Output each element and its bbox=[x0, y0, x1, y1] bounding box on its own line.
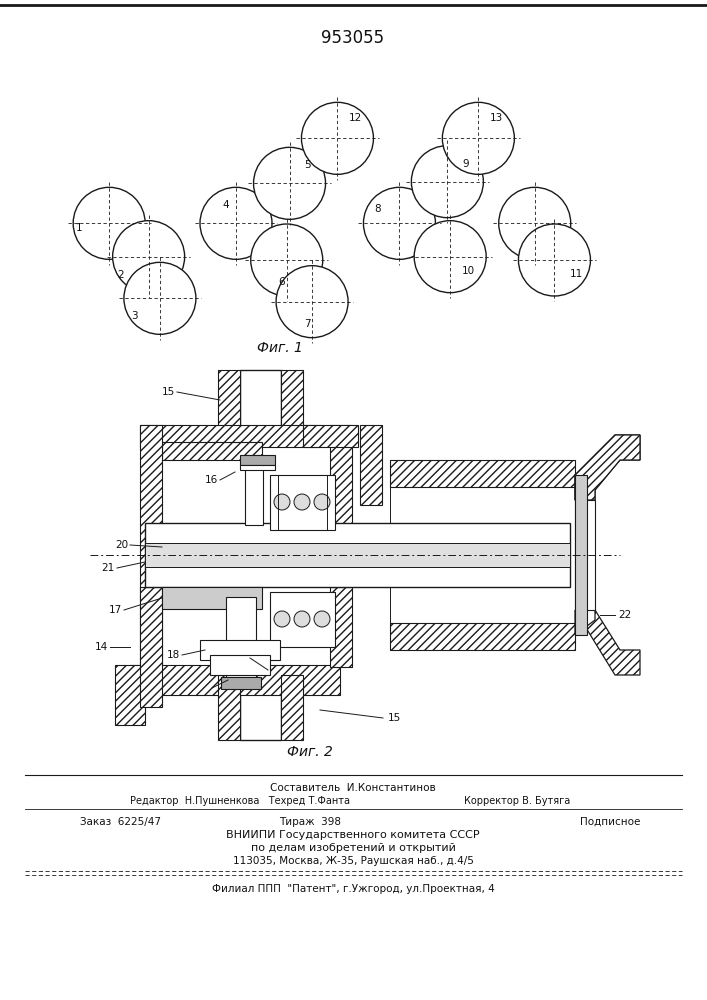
Circle shape bbox=[518, 224, 590, 296]
Text: 3,7,11,: 3,7,11, bbox=[270, 666, 301, 674]
Bar bbox=[221, 677, 261, 689]
Bar bbox=[390, 623, 575, 650]
Text: 17: 17 bbox=[109, 605, 122, 615]
Circle shape bbox=[363, 187, 436, 259]
Polygon shape bbox=[575, 435, 640, 500]
Circle shape bbox=[274, 494, 290, 510]
Text: Составитель  И.Константинов: Составитель И.Константинов bbox=[270, 783, 436, 793]
Circle shape bbox=[314, 611, 330, 627]
Text: 15: 15 bbox=[162, 387, 175, 397]
Circle shape bbox=[314, 494, 330, 510]
Text: 19: 19 bbox=[197, 683, 210, 693]
Bar bbox=[210, 655, 270, 675]
Circle shape bbox=[200, 187, 272, 259]
Bar bbox=[360, 425, 382, 505]
Polygon shape bbox=[575, 610, 640, 675]
Bar bbox=[240, 675, 281, 740]
Text: 3: 3 bbox=[132, 311, 139, 321]
Bar bbox=[575, 475, 587, 635]
Text: 11: 11 bbox=[570, 269, 583, 279]
Bar bbox=[218, 675, 240, 740]
Circle shape bbox=[443, 102, 515, 174]
Text: 20: 20 bbox=[115, 540, 128, 550]
Bar bbox=[303, 425, 358, 447]
Circle shape bbox=[112, 221, 185, 293]
Text: Заказ  6225/47: Заказ 6225/47 bbox=[80, 817, 161, 827]
Circle shape bbox=[411, 146, 484, 218]
Text: 1: 1 bbox=[76, 223, 83, 233]
Polygon shape bbox=[575, 435, 640, 500]
Bar bbox=[162, 547, 282, 563]
Circle shape bbox=[301, 102, 373, 174]
Circle shape bbox=[254, 147, 325, 219]
Text: 12,13: 12,13 bbox=[270, 678, 296, 686]
Circle shape bbox=[124, 262, 196, 334]
Text: Тираж  398: Тираж 398 bbox=[279, 817, 341, 827]
Bar bbox=[281, 675, 303, 740]
Text: Корректор В. Бутяга: Корректор В. Бутяга bbox=[464, 796, 570, 806]
Circle shape bbox=[274, 611, 290, 627]
Bar bbox=[281, 370, 303, 430]
Text: 22: 22 bbox=[618, 610, 631, 620]
Bar bbox=[85, 370, 625, 750]
Bar bbox=[390, 460, 575, 487]
Bar bbox=[270, 592, 335, 647]
Bar bbox=[162, 587, 262, 609]
Bar bbox=[226, 597, 256, 677]
Text: 13: 13 bbox=[490, 113, 503, 123]
Circle shape bbox=[294, 611, 310, 627]
Text: 10: 10 bbox=[462, 266, 474, 276]
Bar bbox=[240, 465, 275, 470]
Text: 7: 7 bbox=[304, 319, 310, 329]
Bar bbox=[575, 500, 595, 610]
Bar bbox=[390, 487, 575, 623]
Bar bbox=[140, 425, 320, 447]
Text: 15: 15 bbox=[388, 713, 402, 723]
Circle shape bbox=[294, 494, 310, 510]
Text: Филиал ППП  "Патент", г.Ужгород, ул.Проектная, 4: Филиал ППП "Патент", г.Ужгород, ул.Проек… bbox=[211, 884, 494, 894]
Text: 8: 8 bbox=[374, 204, 381, 214]
Text: Фиг. 2: Фиг. 2 bbox=[287, 745, 333, 759]
Text: 12: 12 bbox=[349, 113, 362, 123]
Circle shape bbox=[251, 224, 322, 296]
Text: 9: 9 bbox=[462, 159, 469, 169]
Bar bbox=[145, 555, 570, 587]
Bar bbox=[330, 425, 352, 545]
Bar bbox=[330, 587, 352, 667]
Text: Подписное: Подписное bbox=[580, 817, 641, 827]
Text: 113035, Москва, Ж-35, Раушская наб., д.4/5: 113035, Москва, Ж-35, Раушская наб., д.4… bbox=[233, 856, 474, 866]
Bar bbox=[145, 523, 570, 555]
Text: ВНИИПИ Государственного комитета СССР: ВНИИПИ Государственного комитета СССР bbox=[226, 830, 480, 840]
Text: 4: 4 bbox=[223, 200, 229, 210]
Text: 6: 6 bbox=[279, 277, 285, 287]
Bar bbox=[200, 640, 280, 660]
Bar bbox=[278, 475, 327, 530]
Text: 18: 18 bbox=[167, 650, 180, 660]
Text: 21: 21 bbox=[102, 563, 115, 573]
Text: 16: 16 bbox=[205, 475, 218, 485]
Bar bbox=[130, 665, 340, 695]
Bar bbox=[140, 425, 162, 675]
Bar bbox=[162, 442, 262, 460]
Bar bbox=[145, 543, 570, 567]
Text: 2: 2 bbox=[117, 270, 124, 280]
Bar bbox=[245, 455, 263, 525]
Text: по делам изобретений и открытий: по делам изобретений и открытий bbox=[250, 843, 455, 853]
Bar bbox=[270, 475, 335, 530]
Text: 5: 5 bbox=[304, 160, 311, 170]
Bar bbox=[140, 587, 162, 707]
Text: Фиг. 1: Фиг. 1 bbox=[257, 341, 303, 355]
Bar bbox=[240, 370, 281, 430]
Bar bbox=[240, 455, 275, 465]
Circle shape bbox=[74, 187, 145, 259]
Text: 14: 14 bbox=[95, 642, 108, 652]
Bar bbox=[218, 370, 240, 430]
Bar bbox=[115, 665, 145, 725]
Circle shape bbox=[498, 187, 571, 259]
Circle shape bbox=[414, 221, 486, 293]
Text: Редактор  Н.Пушненкова   Техред Т.Фанта: Редактор Н.Пушненкова Техред Т.Фанта bbox=[130, 796, 350, 806]
Circle shape bbox=[276, 266, 348, 338]
Text: 953055: 953055 bbox=[322, 29, 385, 47]
